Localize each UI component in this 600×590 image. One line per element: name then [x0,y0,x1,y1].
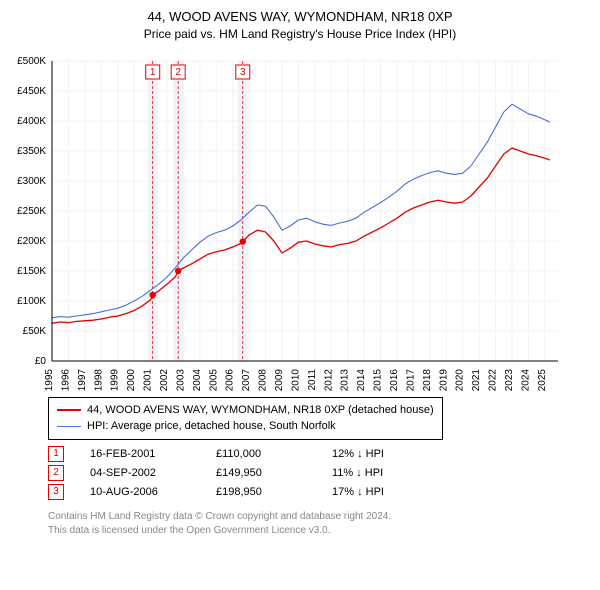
marker-price: £198,950 [216,486,306,498]
svg-text:£350K: £350K [17,146,46,157]
svg-text:1995: 1995 [44,369,55,391]
svg-text:2020: 2020 [455,369,466,391]
marker-badge: 3 [48,484,64,500]
svg-text:2018: 2018 [422,369,433,391]
svg-text:2012: 2012 [323,369,334,391]
svg-text:2023: 2023 [504,369,515,391]
marker-delta: 12% ↓ HPI [332,448,422,460]
svg-text:£250K: £250K [17,206,46,217]
svg-text:£150K: £150K [17,266,46,277]
chart-plot: £0 £50K £100K £150K £200K £250K £300K £350K £400… [8,51,592,391]
legend-row: HPI: Average price, detached house, Sout… [57,418,434,435]
legend-label: HPI: Average price, detached house, Sout… [87,418,336,435]
marker-price: £110,000 [216,448,306,460]
svg-text:2006: 2006 [225,369,236,391]
svg-text:£200K: £200K [17,236,46,247]
marker-row: 3 10-AUG-2006 £198,950 17% ↓ HPI [48,484,592,500]
chart-container: 44, WOOD AVENS WAY, WYMONDHAM, NR18 0XP … [0,0,600,546]
footnote-line: Contains HM Land Registry data © Crown c… [48,510,592,524]
svg-text:£100K: £100K [17,296,46,307]
svg-text:3: 3 [240,67,246,78]
marker-row: 2 04-SEP-2002 £149,950 11% ↓ HPI [48,465,592,481]
svg-text:1999: 1999 [110,369,121,391]
marker-badge: 1 [48,446,64,462]
marker-date: 04-SEP-2002 [90,467,190,479]
legend-label: 44, WOOD AVENS WAY, WYMONDHAM, NR18 0XP … [87,402,434,419]
svg-text:1: 1 [150,67,156,78]
marker-row: 1 16-FEB-2001 £110,000 12% ↓ HPI [48,446,592,462]
sale-markers-table: 1 16-FEB-2001 £110,000 12% ↓ HPI 2 04-SEP-200… [48,446,592,500]
svg-text:1997: 1997 [77,369,88,391]
svg-text:2007: 2007 [241,369,252,391]
marker-delta: 11% ↓ HPI [332,467,422,479]
svg-text:1996: 1996 [60,369,71,391]
marker-price: £149,950 [216,467,306,479]
marker-delta: 17% ↓ HPI [332,486,422,498]
marker-date: 10-AUG-2006 [90,486,190,498]
svg-text:2019: 2019 [438,369,449,391]
svg-text:2024: 2024 [520,369,531,391]
svg-text:£300K: £300K [17,176,46,187]
svg-text:£0: £0 [35,356,47,367]
marker-date: 16-FEB-2001 [90,448,190,460]
svg-text:2004: 2004 [192,369,203,391]
svg-text:2011: 2011 [307,369,318,391]
svg-text:2016: 2016 [389,369,400,391]
svg-text:1998: 1998 [93,369,104,391]
svg-text:2015: 2015 [373,369,384,391]
svg-text:2009: 2009 [274,369,285,391]
svg-text:£400K: £400K [17,116,46,127]
svg-text:2: 2 [175,67,181,78]
svg-text:£450K: £450K [17,86,46,97]
svg-text:2002: 2002 [159,369,170,391]
svg-text:2021: 2021 [471,369,482,391]
svg-text:2001: 2001 [143,369,154,391]
svg-text:2003: 2003 [175,369,186,391]
legend-row: 44, WOOD AVENS WAY, WYMONDHAM, NR18 0XP … [57,402,434,419]
marker-badge: 2 [48,465,64,481]
svg-text:2000: 2000 [126,369,137,391]
footnote: Contains HM Land Registry data © Crown c… [48,510,592,538]
svg-text:2014: 2014 [356,369,367,391]
chart-subtitle: Price paid vs. HM Land Registry's House … [8,26,592,43]
svg-text:2013: 2013 [340,369,351,391]
legend: 44, WOOD AVENS WAY, WYMONDHAM, NR18 0XP … [48,397,443,440]
line-chart-svg: £0 £50K £100K £150K £200K £250K £300K £350K £400… [8,51,568,391]
svg-text:2005: 2005 [208,369,219,391]
svg-text:2010: 2010 [290,369,301,391]
legend-swatch [57,426,81,427]
svg-text:2025: 2025 [537,369,548,391]
svg-text:2008: 2008 [258,369,269,391]
footnote-line: This data is licensed under the Open Gov… [48,524,592,538]
svg-text:2022: 2022 [488,369,499,391]
svg-text:£500K: £500K [17,56,46,67]
legend-swatch [57,409,81,411]
svg-text:£50K: £50K [23,326,47,337]
chart-title: 44, WOOD AVENS WAY, WYMONDHAM, NR18 0XP [8,8,592,26]
svg-text:2017: 2017 [405,369,416,391]
